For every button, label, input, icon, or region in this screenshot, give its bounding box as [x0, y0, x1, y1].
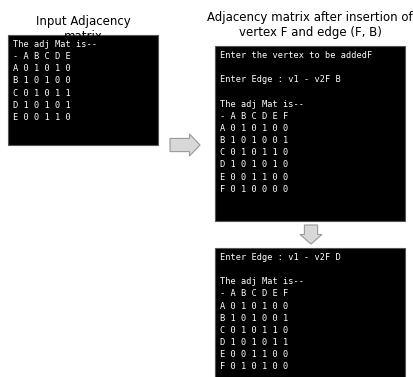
Text: Adjacency matrix after insertion of
vertex F and edge (F, B): Adjacency matrix after insertion of vert…: [207, 11, 413, 39]
Text: The adj Mat is--
- A B C D E
A 0 1 0 1 0
B 1 0 1 0 0
C 0 1 0 1 1
D 1 0 1 0 1
E 0: The adj Mat is-- - A B C D E A 0 1 0 1 0…: [13, 40, 97, 122]
Polygon shape: [300, 225, 322, 244]
Text: Enter the vertex to be addedF

Enter Edge : v1 - v2F B

The adj Mat is--
- A B C: Enter the vertex to be addedF Enter Edge…: [220, 51, 372, 194]
FancyBboxPatch shape: [215, 46, 405, 221]
FancyBboxPatch shape: [8, 35, 158, 145]
Polygon shape: [170, 134, 200, 156]
Text: Input Adjacency
matrix: Input Adjacency matrix: [36, 15, 131, 43]
FancyBboxPatch shape: [215, 248, 405, 377]
Text: Enter Edge : v1 - v2F D

The adj Mat is--
- A B C D E F
A 0 1 0 1 0 0
B 1 0 1 0 : Enter Edge : v1 - v2F D The adj Mat is--…: [220, 253, 341, 371]
